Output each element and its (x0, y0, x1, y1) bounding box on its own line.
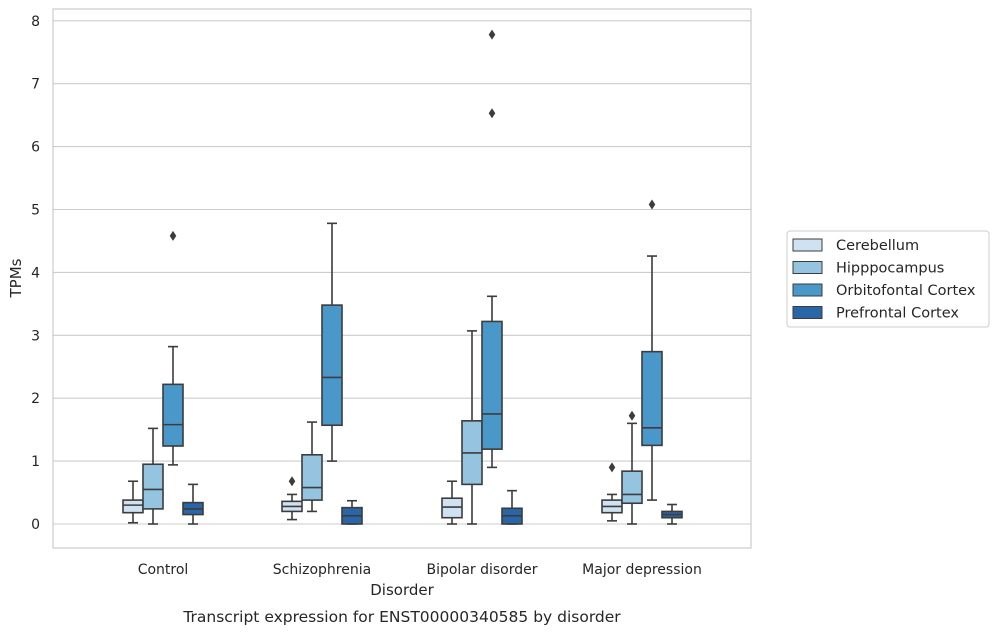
outlier-point (608, 462, 616, 473)
y-tick-label: 7 (31, 77, 40, 93)
x-tick-label: Major depression (582, 562, 702, 578)
box-hipppocampus (142, 427, 164, 525)
box-prefrontal-cortex (341, 499, 363, 525)
x-tick-label: Control (138, 562, 189, 578)
box-body (301, 454, 323, 501)
outlier-point (288, 476, 296, 487)
box-hipppocampus (461, 330, 483, 525)
box-hipppocampus (301, 421, 323, 513)
outlier-point (169, 230, 177, 241)
box-body (162, 383, 184, 447)
box-orbitofontal-cortex (641, 199, 663, 501)
box-cerebellum (122, 480, 144, 524)
x-tick-label: Schizophrenia (273, 562, 371, 578)
legend-label: Cerebellum (836, 238, 919, 254)
y-tick-label: 5 (31, 203, 40, 219)
box-body (641, 350, 663, 447)
x-tick-label: Bipolar disorder (426, 562, 537, 578)
box-body (481, 320, 503, 450)
y-tick-label: 4 (31, 265, 40, 281)
legend-frame (786, 230, 990, 328)
box-hipppocampus (621, 410, 643, 525)
box-cerebellum (441, 480, 463, 525)
x-axis-ticks: Control Schizophrenia Bipolar disorder Majo… (138, 562, 702, 578)
box-cerebellum (601, 462, 623, 522)
legend-swatch (792, 283, 823, 297)
legend-swatch (792, 238, 823, 252)
box-body (441, 497, 463, 519)
box-prefrontal-cortex (182, 483, 204, 525)
y-tick-label: 8 (31, 14, 40, 30)
y-tick-label: 0 (31, 517, 40, 533)
legend: Cerebellum Hipppocampus Orbitofontal Corte… (786, 230, 990, 328)
outlier-point (488, 29, 496, 40)
outlier-point (628, 410, 636, 421)
box-prefrontal-cortex (661, 503, 683, 525)
y-tick-label: 1 (31, 454, 40, 470)
y-tick-label: 3 (31, 328, 40, 344)
legend-label: Orbitofontal Cortex (836, 283, 976, 299)
box-plot-area (122, 29, 683, 525)
box-cerebellum (281, 476, 303, 521)
chart-caption: Transcript expression for ENST0000034058… (182, 608, 621, 626)
box-prefrontal-cortex (501, 489, 523, 525)
outlier-point (488, 108, 496, 119)
y-axis-label: TPMs (7, 258, 25, 298)
box-body (122, 499, 144, 514)
box-orbitofontal-cortex (481, 29, 503, 469)
outlier-point (648, 199, 656, 210)
legend-swatch (792, 306, 823, 319)
y-tick-label: 6 (31, 140, 40, 156)
box-body (142, 463, 164, 510)
box-orbitofontal-cortex (162, 230, 184, 466)
legend-swatch (792, 261, 823, 274)
box-orbitofontal-cortex (321, 222, 343, 462)
x-axis-label: Disorder (370, 581, 434, 599)
y-axis-ticks: 0 1 2 3 4 5 6 7 8 (31, 14, 40, 533)
y-tick-label: 2 (31, 391, 40, 407)
box-body (321, 304, 343, 427)
box-body (621, 470, 643, 505)
gridlines (53, 20, 751, 525)
legend-label: Hipppocampus (836, 261, 944, 277)
plot-frame (52, 8, 752, 549)
legend-label: Prefrontal Cortex (836, 306, 959, 322)
